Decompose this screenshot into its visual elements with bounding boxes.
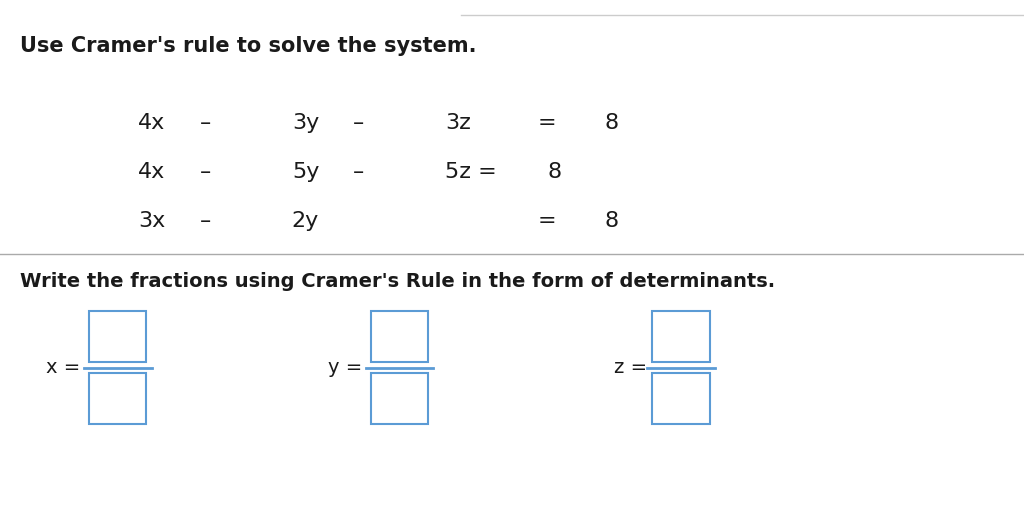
Bar — [89, 373, 146, 424]
Text: x =: x = — [46, 358, 80, 377]
Text: z =: z = — [614, 358, 647, 377]
Text: 5z =: 5z = — [445, 162, 498, 182]
Bar — [652, 311, 710, 362]
Text: –: – — [353, 162, 365, 182]
Bar — [371, 311, 428, 362]
Text: 8: 8 — [604, 114, 618, 133]
Text: 8: 8 — [548, 162, 562, 182]
Text: Use Cramer's rule to solve the system.: Use Cramer's rule to solve the system. — [20, 36, 477, 56]
Text: 3y: 3y — [292, 114, 319, 133]
Text: 8: 8 — [604, 211, 618, 231]
Text: 3z: 3z — [445, 114, 471, 133]
Text: –: – — [200, 114, 211, 133]
Text: 2y: 2y — [292, 211, 319, 231]
Text: =: = — [538, 211, 556, 231]
Text: y =: y = — [328, 358, 361, 377]
Text: Write the fractions using Cramer's Rule in the form of determinants.: Write the fractions using Cramer's Rule … — [20, 272, 775, 291]
Text: –: – — [200, 211, 211, 231]
Bar — [371, 373, 428, 424]
Bar — [89, 311, 146, 362]
Bar — [652, 373, 710, 424]
Text: –: – — [200, 162, 211, 182]
Text: 4x: 4x — [138, 114, 166, 133]
Text: =: = — [538, 114, 556, 133]
Text: –: – — [353, 114, 365, 133]
Text: 4x: 4x — [138, 162, 166, 182]
Text: 3x: 3x — [138, 211, 166, 231]
Text: 5y: 5y — [292, 162, 319, 182]
